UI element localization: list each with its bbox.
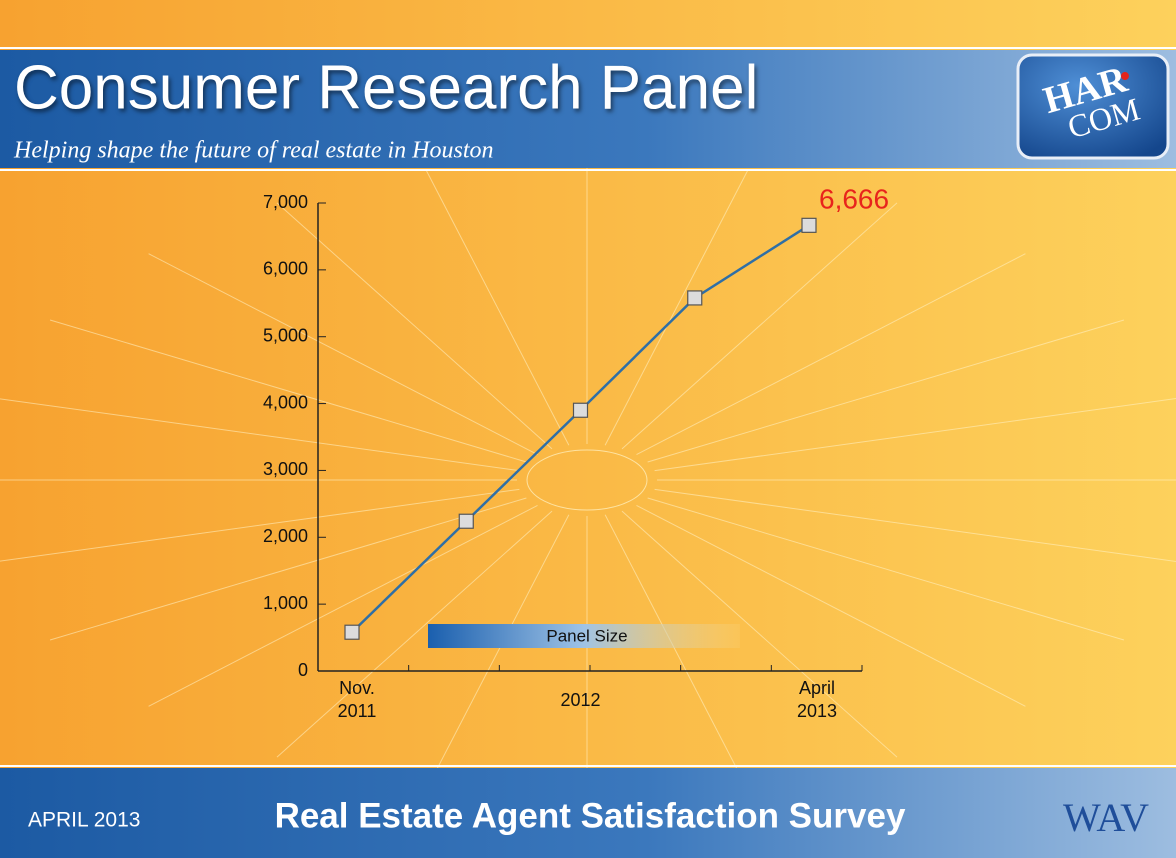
- footer-band: [0, 768, 1176, 858]
- ray: [621, 202, 898, 450]
- sun-center: [526, 449, 648, 511]
- y-tick-label: 0: [298, 660, 308, 680]
- marker: [458, 513, 474, 529]
- footer-date: APRIL 2013: [28, 809, 140, 832]
- ray: [426, 514, 570, 790]
- marker: [344, 624, 360, 640]
- marker: [801, 217, 817, 233]
- footer-title: Real Estate Agent Satisfaction Survey: [275, 796, 906, 835]
- ray: [647, 497, 1125, 641]
- marker: [687, 290, 703, 306]
- ray: [148, 253, 538, 455]
- ray: [604, 170, 748, 446]
- header-band: [0, 50, 1176, 168]
- logo: [1016, 53, 1170, 160]
- y-tick-label: 2,000: [263, 526, 308, 546]
- y-tick-label: 4,000: [263, 392, 308, 412]
- ray: [0, 398, 520, 472]
- ray: [654, 398, 1176, 472]
- ray: [49, 319, 527, 463]
- x-tick-label: Nov. 2011: [337, 678, 377, 721]
- ray: [0, 488, 520, 562]
- ray: [49, 497, 527, 641]
- ray: [636, 505, 1026, 707]
- chart: 0 1,000 2,000 3,000 4,000 5,000 6,000 7,000 6,66…: [263, 184, 889, 680]
- subtitle: Helping shape the future of real estate …: [13, 138, 494, 164]
- ray: [654, 488, 1176, 562]
- legend-swatch: [428, 624, 740, 648]
- ray: [276, 510, 553, 758]
- ray: [647, 319, 1125, 463]
- sunburst: [0, 160, 1176, 800]
- ray: [621, 510, 898, 758]
- footer-logo: WAV: [1063, 795, 1149, 840]
- x-tick-label: April 2013: [796, 678, 838, 721]
- logo-dot: [1120, 72, 1129, 81]
- ray: [148, 505, 538, 707]
- ray: [426, 170, 570, 446]
- y-tick-label: 3,000: [263, 459, 308, 479]
- marker: [572, 402, 589, 418]
- ray: [636, 253, 1026, 455]
- value-label: 6,666: [819, 184, 889, 215]
- title: Consumer Research Panel: [14, 53, 758, 122]
- x-tick-label: 2012: [560, 689, 601, 710]
- legend-label: Panel Size: [546, 626, 627, 645]
- ray: [276, 202, 553, 450]
- y-tick-label: 1,000: [263, 593, 308, 613]
- ray: [604, 514, 748, 790]
- y-tick-label: 5,000: [263, 325, 308, 345]
- y-tick-label: 6,000: [263, 259, 308, 279]
- y-tick-label: 7,000: [263, 192, 308, 212]
